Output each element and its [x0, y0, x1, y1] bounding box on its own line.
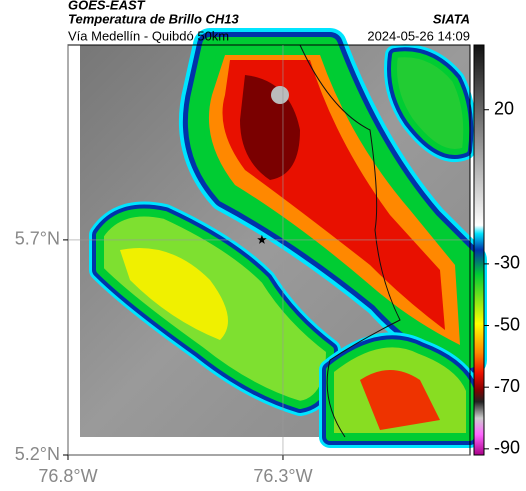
- colorbar-label: -70: [494, 376, 520, 396]
- y-tick-label: 5.2°N: [15, 444, 60, 464]
- timestamp: 2024-05-26 14:09: [367, 28, 470, 43]
- route: Vía Medellín - Quibdó 50km: [68, 28, 229, 43]
- satellite-image: [80, 45, 470, 437]
- subtitle: Temperatura de Brillo CH13: [68, 11, 240, 26]
- location-marker: [257, 234, 267, 244]
- x-tick-label: 76.3°W: [253, 466, 312, 486]
- colorbar-label: -50: [494, 314, 520, 334]
- title: GOES-EAST: [68, 0, 146, 12]
- source: SIATA: [433, 11, 470, 26]
- colorbar-label: 20: [494, 98, 514, 118]
- colorbar-label: -30: [494, 253, 520, 273]
- colorbar-label: -90: [494, 438, 520, 458]
- colorbar: [473, 44, 485, 456]
- y-tick-label: 5.7°N: [15, 229, 60, 249]
- x-tick-label: 76.8°W: [38, 466, 97, 486]
